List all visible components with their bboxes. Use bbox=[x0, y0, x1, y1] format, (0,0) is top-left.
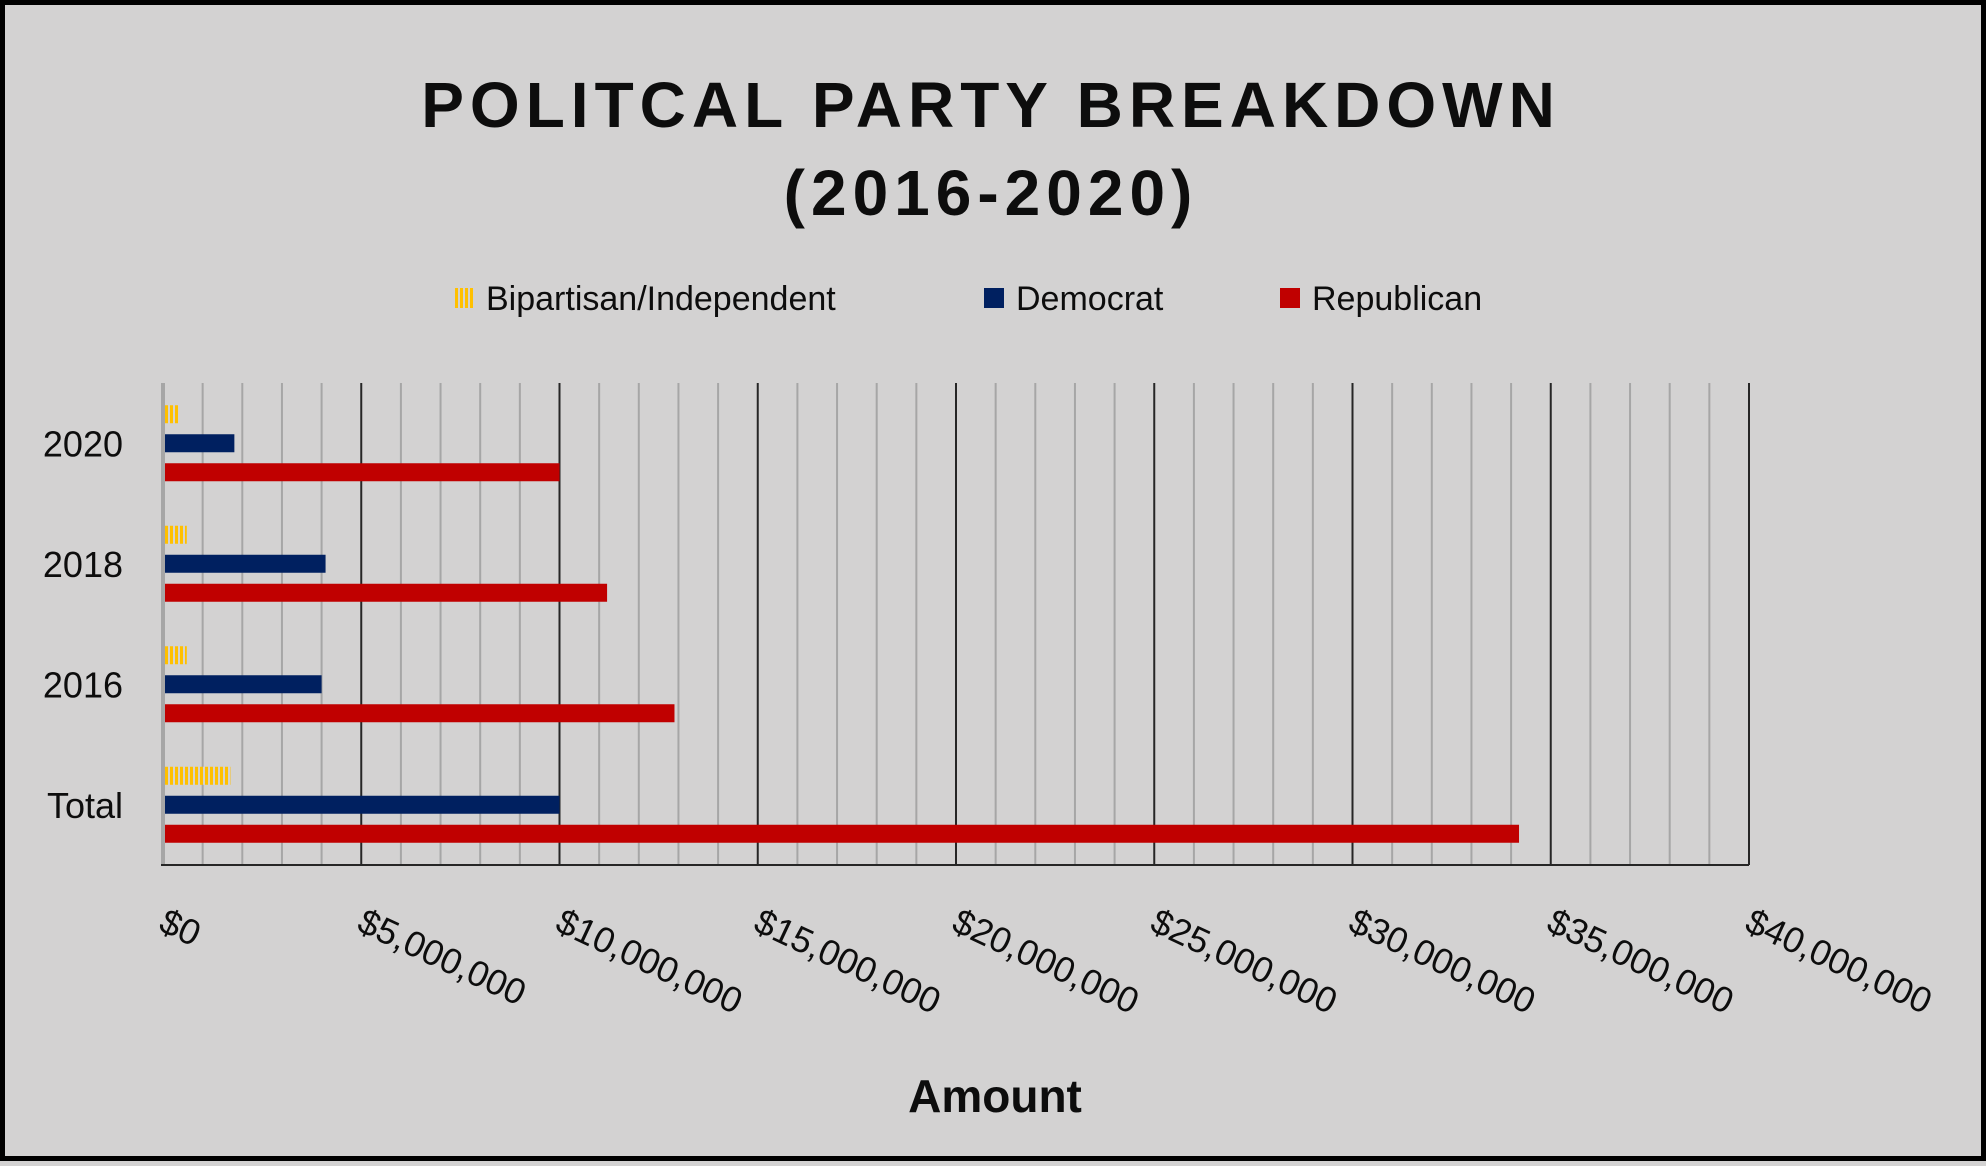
category-label-2016: 2016 bbox=[43, 664, 123, 705]
bar-bipartisan-2020 bbox=[163, 405, 179, 424]
axes bbox=[161, 383, 1749, 866]
category-label-total: Total bbox=[47, 785, 123, 826]
category-label-2020: 2020 bbox=[43, 423, 123, 464]
legend-label-democrat: Democrat bbox=[1016, 280, 1164, 318]
x-tick-labels: $0 $5,000,000 $10,000,000 $15,000,000 $20,00… bbox=[154, 900, 1939, 1022]
legend-item-republican: Republican bbox=[1280, 280, 1482, 318]
chart-svg: POLITCAL PARTY BREAKDOWN (2016-2020) Bip… bbox=[43, 69, 1939, 1122]
bar-democrat-2020 bbox=[163, 434, 235, 453]
x-tick-label: $20,000,000 bbox=[947, 900, 1146, 1022]
legend-label-republican: Republican bbox=[1312, 280, 1482, 318]
legend-swatch-democrat bbox=[984, 288, 1004, 308]
bar-republican-2018 bbox=[163, 583, 608, 602]
legend-swatch-bipartisan bbox=[454, 288, 474, 308]
bar-republican-2016 bbox=[163, 704, 675, 723]
bar-republican-total bbox=[163, 824, 1520, 843]
legend-swatch-republican bbox=[1280, 288, 1300, 308]
legend-item-bipartisan: Bipartisan/Independent bbox=[454, 280, 836, 318]
bar-democrat-2018 bbox=[163, 554, 326, 573]
x-tick-label: $5,000,000 bbox=[352, 900, 533, 1013]
legend-item-democrat: Democrat bbox=[984, 280, 1164, 318]
bar-democrat-2016 bbox=[163, 675, 322, 694]
x-tick-label: $10,000,000 bbox=[550, 900, 749, 1022]
x-tick-label: $25,000,000 bbox=[1145, 900, 1344, 1022]
gridlines bbox=[201, 383, 1750, 865]
legend-label-bipartisan: Bipartisan/Independent bbox=[486, 280, 836, 318]
chart-title-line-1: POLITCAL PARTY BREAKDOWN bbox=[421, 69, 1561, 141]
x-tick-label: $15,000,000 bbox=[748, 900, 947, 1022]
bar-democrat-total bbox=[163, 795, 560, 814]
x-tick-label: $0 bbox=[154, 900, 208, 954]
category-label-2018: 2018 bbox=[43, 544, 123, 585]
x-tick-label: $40,000,000 bbox=[1740, 900, 1939, 1022]
bars bbox=[163, 405, 1520, 843]
category-labels: 2020 2018 2016 Total bbox=[43, 423, 123, 826]
bar-republican-2020 bbox=[163, 463, 560, 482]
x-tick-label: $35,000,000 bbox=[1541, 900, 1740, 1022]
chart-title-line-2: (2016-2020) bbox=[784, 157, 1199, 229]
bar-bipartisan-2016 bbox=[163, 646, 187, 665]
legend: Bipartisan/Independent Democrat Republic… bbox=[454, 280, 1482, 318]
chart-title: POLITCAL PARTY BREAKDOWN (2016-2020) bbox=[421, 69, 1561, 229]
bar-bipartisan-2018 bbox=[163, 525, 187, 544]
x-tick-label: $30,000,000 bbox=[1343, 900, 1542, 1022]
x-axis-title: Amount bbox=[908, 1070, 1082, 1122]
bar-bipartisan-total bbox=[163, 766, 231, 785]
